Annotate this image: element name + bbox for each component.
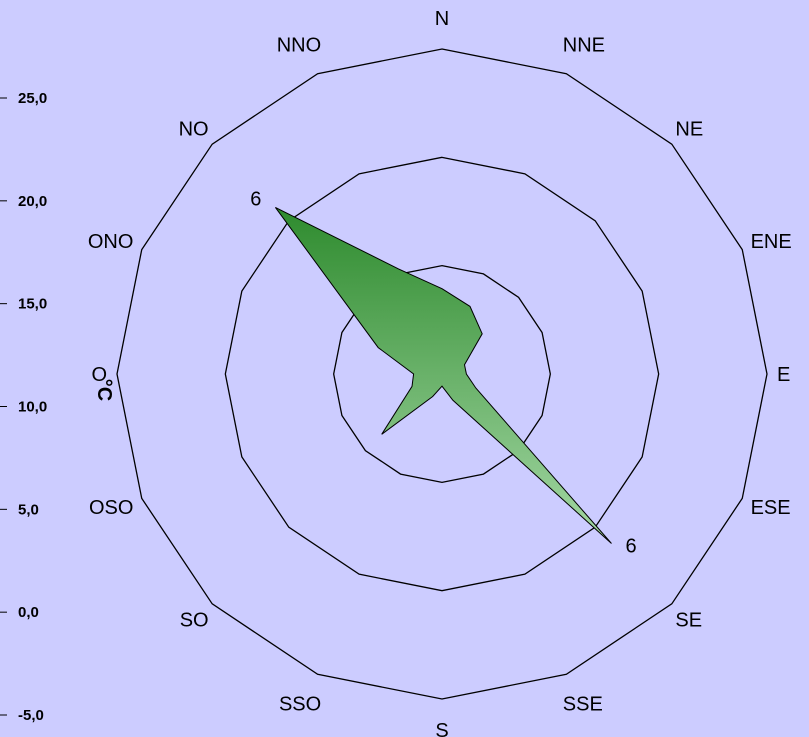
- y-axis: 25,0 20,0 15,0 10,0 5,0 0,0 -5,0: [0, 90, 47, 724]
- radar-grid: [116, 48, 768, 700]
- direction-label-s: S: [435, 720, 448, 737]
- direction-label-sso: SSO: [279, 694, 321, 716]
- direction-label-n: N: [435, 8, 449, 30]
- direction-label-ono: ONO: [88, 231, 134, 253]
- y-tick-label: 10,0: [18, 399, 47, 416]
- direction-label-e: E: [777, 364, 790, 386]
- y-tick-label: 0,0: [18, 604, 39, 621]
- grid-ring: [224, 156, 660, 592]
- data-labels: 66: [250, 188, 636, 557]
- data-label: 6: [250, 188, 261, 210]
- direction-label-so: SO: [180, 609, 209, 631]
- grid-ring: [333, 265, 551, 483]
- direction-label-ene: ENE: [751, 231, 792, 253]
- direction-label-o: O: [91, 364, 107, 386]
- direction-label-sse: SSE: [563, 694, 603, 716]
- y-tick-label: 20,0: [18, 193, 47, 210]
- direction-label-se: SE: [675, 609, 702, 631]
- y-tick-label: -5,0: [18, 707, 44, 724]
- direction-labels: N NNE NE ENE E ESE SE SSE S SSO SO OSO O ONO NO NNO: [88, 8, 792, 737]
- direction-label-no: NO: [179, 119, 209, 141]
- direction-label-oso: OSO: [89, 497, 133, 519]
- y-tick-label: 15,0: [18, 296, 47, 313]
- series-area: [274, 206, 612, 544]
- data-label: 6: [626, 536, 637, 558]
- y-tick-label: 25,0: [18, 90, 47, 107]
- radar-series: [274, 206, 612, 544]
- grid-ring: [116, 48, 768, 700]
- direction-label-ne: NE: [675, 119, 703, 141]
- y-axis-title: °C: [93, 379, 115, 401]
- direction-label-nno: NNO: [277, 34, 321, 56]
- direction-label-nne: NNE: [563, 34, 605, 56]
- y-tick-label: 5,0: [18, 501, 39, 518]
- direction-label-ese: ESE: [751, 497, 791, 519]
